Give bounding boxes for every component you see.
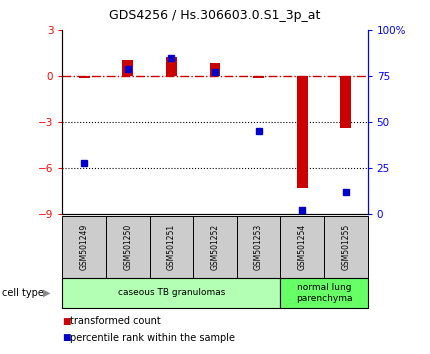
Bar (280, 278, 368, 308)
Bar (166, 57, 177, 76)
Text: GSM501251: GSM501251 (167, 224, 176, 270)
Text: GSM501254: GSM501254 (298, 224, 307, 270)
Text: ▶: ▶ (43, 288, 50, 298)
Bar (253, 76, 264, 79)
Bar (297, 76, 308, 188)
Text: GSM501255: GSM501255 (341, 224, 350, 270)
Bar (122, 60, 133, 76)
Bar (280, 216, 324, 278)
Bar (62, 278, 280, 308)
Text: GDS4256 / Hs.306603.0.S1_3p_at: GDS4256 / Hs.306603.0.S1_3p_at (109, 9, 321, 22)
Text: GSM501249: GSM501249 (80, 224, 89, 270)
Bar (237, 216, 280, 278)
Text: GSM501253: GSM501253 (254, 224, 263, 270)
Bar (193, 216, 237, 278)
Bar (79, 76, 89, 79)
Text: transformed count: transformed count (70, 316, 160, 326)
Bar (106, 216, 150, 278)
Text: normal lung
parenchyma: normal lung parenchyma (296, 283, 352, 303)
Bar (150, 216, 193, 278)
Text: ■: ■ (62, 317, 71, 326)
Bar (324, 216, 368, 278)
Text: GSM501250: GSM501250 (123, 224, 132, 270)
Text: GSM501252: GSM501252 (211, 224, 219, 270)
Text: caseous TB granulomas: caseous TB granulomas (118, 289, 225, 297)
Bar (62, 216, 106, 278)
Bar (209, 63, 221, 76)
Text: percentile rank within the sample: percentile rank within the sample (70, 333, 235, 343)
Text: ■: ■ (62, 333, 71, 342)
Bar (341, 76, 351, 128)
Text: cell type: cell type (2, 288, 44, 298)
